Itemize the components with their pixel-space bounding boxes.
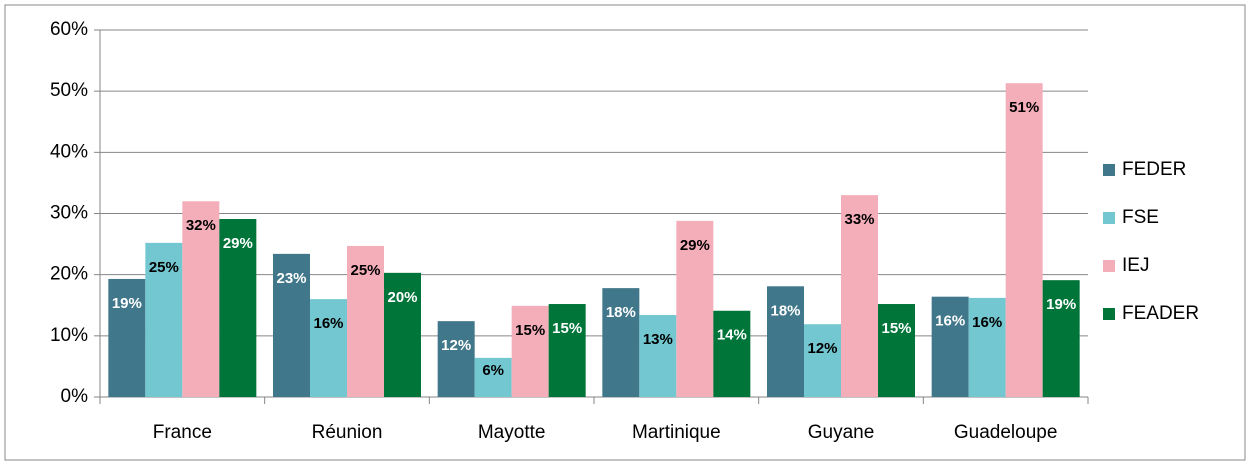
bar bbox=[713, 310, 751, 397]
bar bbox=[182, 201, 220, 397]
data-label: 15% bbox=[552, 320, 582, 337]
bar bbox=[968, 297, 1006, 397]
bar bbox=[273, 253, 310, 397]
data-label: 18% bbox=[606, 304, 636, 321]
bar bbox=[804, 324, 841, 397]
data-label: 20% bbox=[387, 289, 417, 306]
data-label: 16% bbox=[935, 313, 965, 330]
bar bbox=[384, 272, 421, 397]
legend-swatch bbox=[1103, 308, 1115, 320]
legend-swatch bbox=[1103, 212, 1115, 224]
x-tick-label: Mayotte bbox=[478, 422, 546, 443]
x-tick-label: Guadeloupe bbox=[954, 422, 1058, 443]
bar bbox=[767, 286, 804, 397]
legend-label: IEJ bbox=[1122, 255, 1149, 276]
data-label: 19% bbox=[112, 295, 142, 312]
bar bbox=[474, 357, 512, 397]
data-label: 18% bbox=[770, 302, 800, 319]
y-tick-label: 50% bbox=[50, 80, 88, 101]
bar bbox=[1005, 83, 1043, 397]
bar bbox=[841, 195, 878, 397]
bar bbox=[602, 288, 640, 397]
data-label: 23% bbox=[276, 270, 306, 287]
bar bbox=[310, 299, 347, 397]
data-label: 14% bbox=[717, 327, 747, 344]
data-label: 19% bbox=[1046, 296, 1076, 313]
data-label: 12% bbox=[441, 337, 471, 354]
x-tick-label: France bbox=[153, 422, 212, 443]
data-label: 29% bbox=[223, 235, 253, 252]
bar bbox=[219, 219, 257, 397]
y-tick-label: 60% bbox=[50, 19, 88, 40]
bar bbox=[511, 305, 549, 397]
bar bbox=[548, 304, 586, 397]
data-label: 15% bbox=[515, 322, 545, 339]
bar bbox=[108, 278, 146, 397]
y-tick-label: 0% bbox=[61, 386, 89, 407]
y-tick-label: 10% bbox=[50, 325, 88, 346]
legend-swatch bbox=[1103, 260, 1115, 272]
bar bbox=[931, 296, 969, 397]
bar bbox=[878, 304, 915, 397]
y-tick-label: 20% bbox=[50, 264, 88, 285]
bar bbox=[639, 315, 677, 397]
legend-swatch bbox=[1103, 164, 1115, 176]
data-label: 51% bbox=[1009, 99, 1039, 116]
bar bbox=[1042, 280, 1080, 397]
data-label: 13% bbox=[643, 331, 673, 348]
data-label: 25% bbox=[350, 262, 380, 279]
data-label: 33% bbox=[844, 211, 874, 228]
bar bbox=[437, 321, 475, 397]
bar bbox=[676, 220, 714, 397]
bar bbox=[145, 242, 183, 397]
data-label: 29% bbox=[680, 237, 710, 254]
legend-label: FEDER bbox=[1122, 159, 1186, 180]
legend-label: FSE bbox=[1122, 207, 1159, 228]
data-label: 16% bbox=[313, 315, 343, 332]
data-label: 6% bbox=[482, 362, 504, 379]
x-tick-label: Réunion bbox=[312, 422, 383, 443]
data-label: 25% bbox=[149, 259, 179, 276]
data-label: 12% bbox=[807, 340, 837, 357]
x-tick-label: Guyane bbox=[808, 422, 875, 443]
y-tick-label: 30% bbox=[50, 203, 88, 224]
data-label: 15% bbox=[881, 320, 911, 337]
x-tick-label: Martinique bbox=[632, 422, 721, 443]
data-label: 16% bbox=[972, 314, 1002, 331]
bar bbox=[347, 245, 384, 397]
y-tick-label: 40% bbox=[50, 141, 88, 162]
data-label: 32% bbox=[186, 217, 216, 234]
legend-label: FEADER bbox=[1122, 303, 1199, 324]
